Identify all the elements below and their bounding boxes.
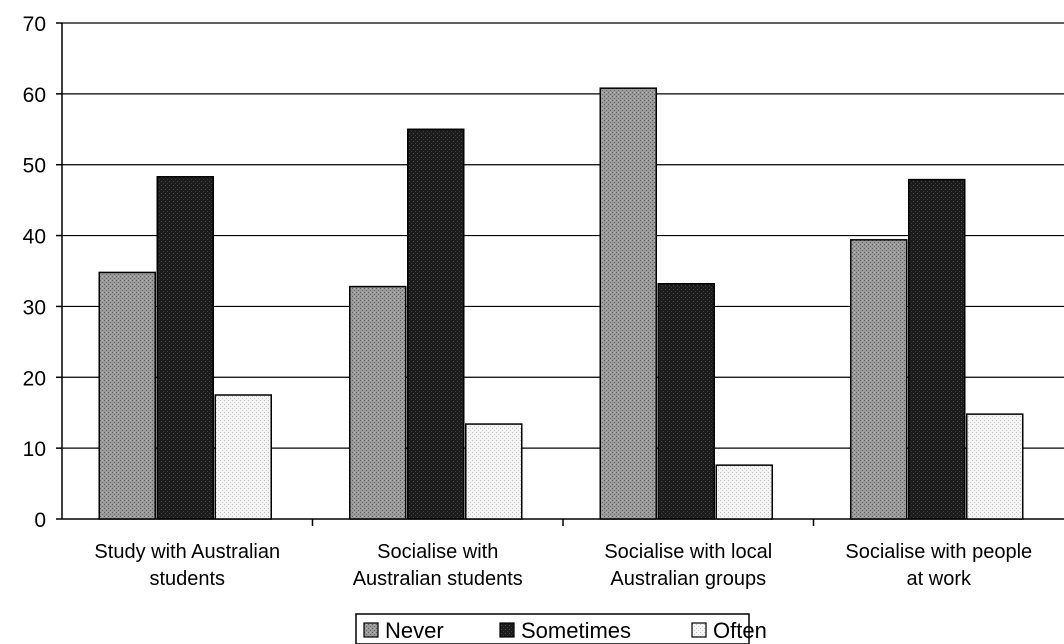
y-tick-label: 60 <box>23 84 46 107</box>
bar-often-1 <box>465 423 523 520</box>
y-tick-label: 10 <box>23 438 46 461</box>
legend: Never Sometimes Often <box>355 613 767 644</box>
bar-often-2 <box>715 464 773 520</box>
bars <box>98 87 1024 520</box>
legend-swatch-never <box>363 622 379 638</box>
bar-often-0 <box>214 394 272 520</box>
y-tick-label: 70 <box>23 13 46 36</box>
category-label: Study with Australian students <box>94 541 280 590</box>
bar-never-2 <box>599 87 657 520</box>
axis-labels: 0 10 20 30 40 50 60 70 Study with Australian stud… <box>23 13 1033 590</box>
gridlines <box>62 22 1064 449</box>
category-label: Socialise with people at work <box>845 541 1032 590</box>
bar-sometimes-0 <box>156 176 214 520</box>
bar-sometimes-3 <box>908 178 966 520</box>
bar-never-0 <box>98 271 156 520</box>
category-label: Socialise with Australian students <box>353 541 523 590</box>
bar-sometimes-2 <box>657 283 715 520</box>
legend-label-often: Often <box>713 618 767 643</box>
legend-swatch-sometimes <box>499 622 515 638</box>
bar-often-3 <box>966 413 1024 520</box>
bar-never-1 <box>349 285 407 520</box>
y-tick-label: 50 <box>23 155 46 178</box>
y-tick-label: 0 <box>34 509 46 532</box>
bar-sometimes-1 <box>407 128 465 520</box>
legend-label-never: Never <box>385 618 444 643</box>
legend-box <box>355 613 750 644</box>
bar-never-3 <box>850 239 908 520</box>
legend-label-sometimes: Sometimes <box>521 618 631 643</box>
y-tick-label: 30 <box>23 296 46 319</box>
y-tick-label: 40 <box>23 226 46 249</box>
category-label: Socialise with local Australian groups <box>604 541 772 590</box>
y-tick-label: 20 <box>23 367 46 390</box>
legend-swatch-often <box>691 622 707 638</box>
